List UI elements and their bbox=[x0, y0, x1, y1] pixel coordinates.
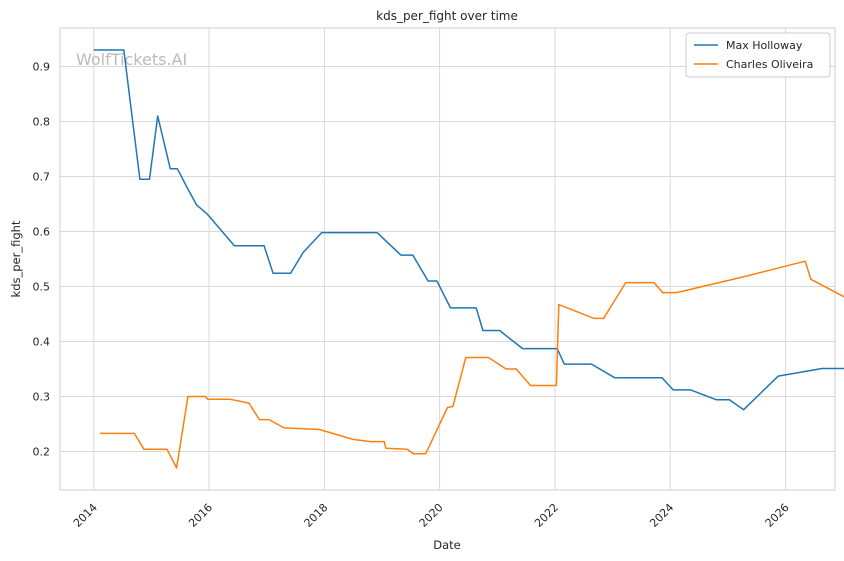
y-tick-label: 0.7 bbox=[33, 171, 51, 184]
series-layer bbox=[93, 49, 844, 469]
x-tick-label: 2014 bbox=[71, 501, 100, 530]
y-tick-label: 0.5 bbox=[33, 281, 51, 294]
x-tick-label: 2024 bbox=[647, 501, 676, 530]
y-tick-label: 0.4 bbox=[33, 336, 51, 349]
legend-box bbox=[685, 32, 831, 78]
x-tick-labels: 2014 2016 2018 2020 2022 2024 2026 bbox=[71, 501, 792, 530]
y-tick-label: 0.8 bbox=[33, 116, 51, 129]
legend-label-charles-oliveira: Charles Oliveira bbox=[726, 58, 813, 71]
x-tick-label: 2020 bbox=[417, 501, 446, 530]
y-axis-label: kds_per_fight bbox=[9, 220, 23, 297]
plot-frame bbox=[59, 27, 836, 491]
y-tick-label: 0.9 bbox=[33, 61, 51, 74]
x-axis-label: Date bbox=[433, 538, 461, 552]
x-tick-label: 2018 bbox=[302, 501, 331, 530]
series-line-charles-oliveira bbox=[100, 260, 844, 469]
y-tick-label: 0.6 bbox=[33, 226, 51, 239]
watermark-text: WolfTickets.AI bbox=[76, 50, 187, 69]
y-tick-labels: 0.2 0.3 0.4 0.5 0.6 0.7 0.8 0.9 bbox=[33, 61, 51, 459]
y-tick-label: 0.2 bbox=[33, 446, 51, 459]
x-tick-label: 2022 bbox=[532, 501, 561, 530]
series-line-max-holloway bbox=[93, 49, 844, 411]
y-tick-label: 0.3 bbox=[33, 391, 51, 404]
legend-label-max-holloway: Max Holloway bbox=[726, 39, 803, 52]
grid-layer bbox=[60, 28, 835, 490]
legend: Max Holloway Charles Oliveira bbox=[685, 32, 831, 78]
x-tick-label: 2016 bbox=[186, 501, 215, 530]
chart-title: kds_per_fight over time bbox=[376, 9, 518, 23]
x-tick-label: 2026 bbox=[763, 501, 792, 530]
